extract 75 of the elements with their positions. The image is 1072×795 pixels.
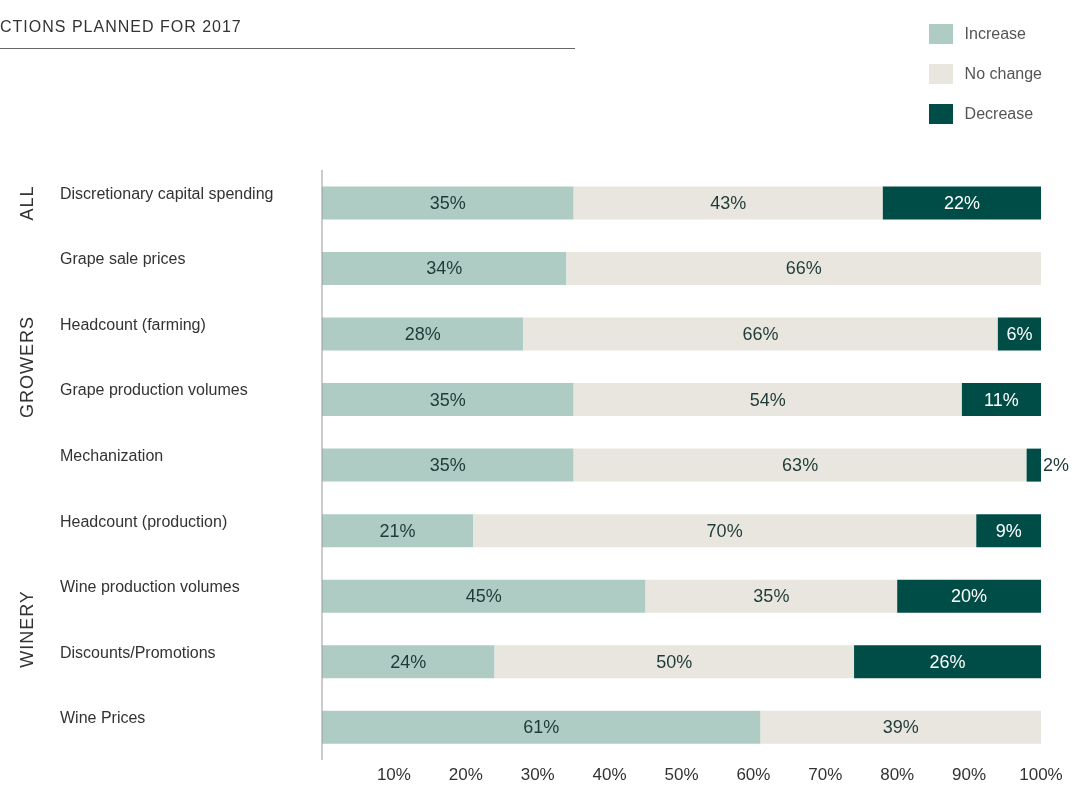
bar [322,448,574,482]
data-label: 22% [943,192,980,213]
data-label: 20% [951,586,988,607]
y-tick-label: Grape sale prices [60,250,186,268]
legend-label: No change [964,65,1042,83]
x-tick-label: 10% [376,765,411,785]
text: CTIONS PLANNED FOR 2017 [0,18,575,49]
x-tick-label: 30% [520,765,555,785]
data-label: 6% [1006,324,1033,344]
text: GROWERS [16,315,38,418]
bar [1026,448,1041,482]
data-label: 39% [882,717,919,738]
y-tick-label: Headcount (farming) [60,315,206,333]
legend-label: Decrease [964,105,1034,123]
data-label: 11% [984,389,1019,410]
y-tick-label: Wine Prices [60,709,146,727]
bar [573,448,1027,482]
x-tick-label: 100% [1019,765,1063,785]
bar [322,251,567,285]
bar [322,579,646,613]
y-tick-label: Discounts/Promotions [60,643,216,661]
data-label: 66% [742,324,779,344]
text: ALL [16,185,38,221]
bar [322,710,761,744]
data-label: 35% [429,389,466,410]
bar [882,186,1041,220]
data-label: 66% [785,258,822,279]
bar [976,514,1041,548]
data-label: 2% [1043,455,1070,476]
bar [322,645,495,679]
data-label: 54% [749,389,786,410]
legend-label: Increase [964,25,1026,43]
bar [322,186,574,220]
bar [322,514,473,548]
y-tick-label: Headcount (production) [60,512,228,530]
bar [897,579,1041,613]
x-tick-label: 90% [952,765,987,785]
data-label: 45% [465,586,502,607]
bar [566,251,1041,285]
x-tick-label: 50% [664,765,699,785]
data-label: 9% [995,520,1022,541]
bar [760,710,1041,744]
y-tick-label: Wine production volumes [60,578,240,596]
y-tick-label: Discretionary capital spending [60,184,274,202]
data-label: 26% [929,651,966,672]
data-label: 50% [656,651,693,672]
bar [322,383,574,417]
x-tick-label: 80% [880,765,915,785]
data-label: 34% [426,258,463,279]
x-tick-label: 40% [592,765,627,785]
bar [523,317,998,351]
data-label: 28% [404,324,441,344]
text: WINERY [16,590,38,668]
x-tick-label: 70% [808,765,843,785]
data-label: 63% [782,455,819,476]
data-label: 70% [706,520,743,541]
bar [961,383,1041,417]
bar [573,383,962,417]
x-tick-label: 60% [736,765,771,785]
data-label: 61% [523,717,560,738]
x-tick-label: 20% [448,765,483,785]
bar [322,317,524,351]
data-label: 24% [390,651,427,672]
data-label: 35% [429,455,466,476]
bar [854,645,1041,679]
bar [645,579,898,613]
bar [494,645,855,679]
bar [573,186,883,220]
bar [472,514,977,548]
data-label: 21% [379,520,416,541]
y-tick-label: Grape production volumes [60,381,248,399]
data-label: 35% [429,192,466,213]
data-label: 35% [753,586,790,607]
data-label: 43% [710,192,747,213]
y-tick-label: Mechanization [60,447,164,464]
